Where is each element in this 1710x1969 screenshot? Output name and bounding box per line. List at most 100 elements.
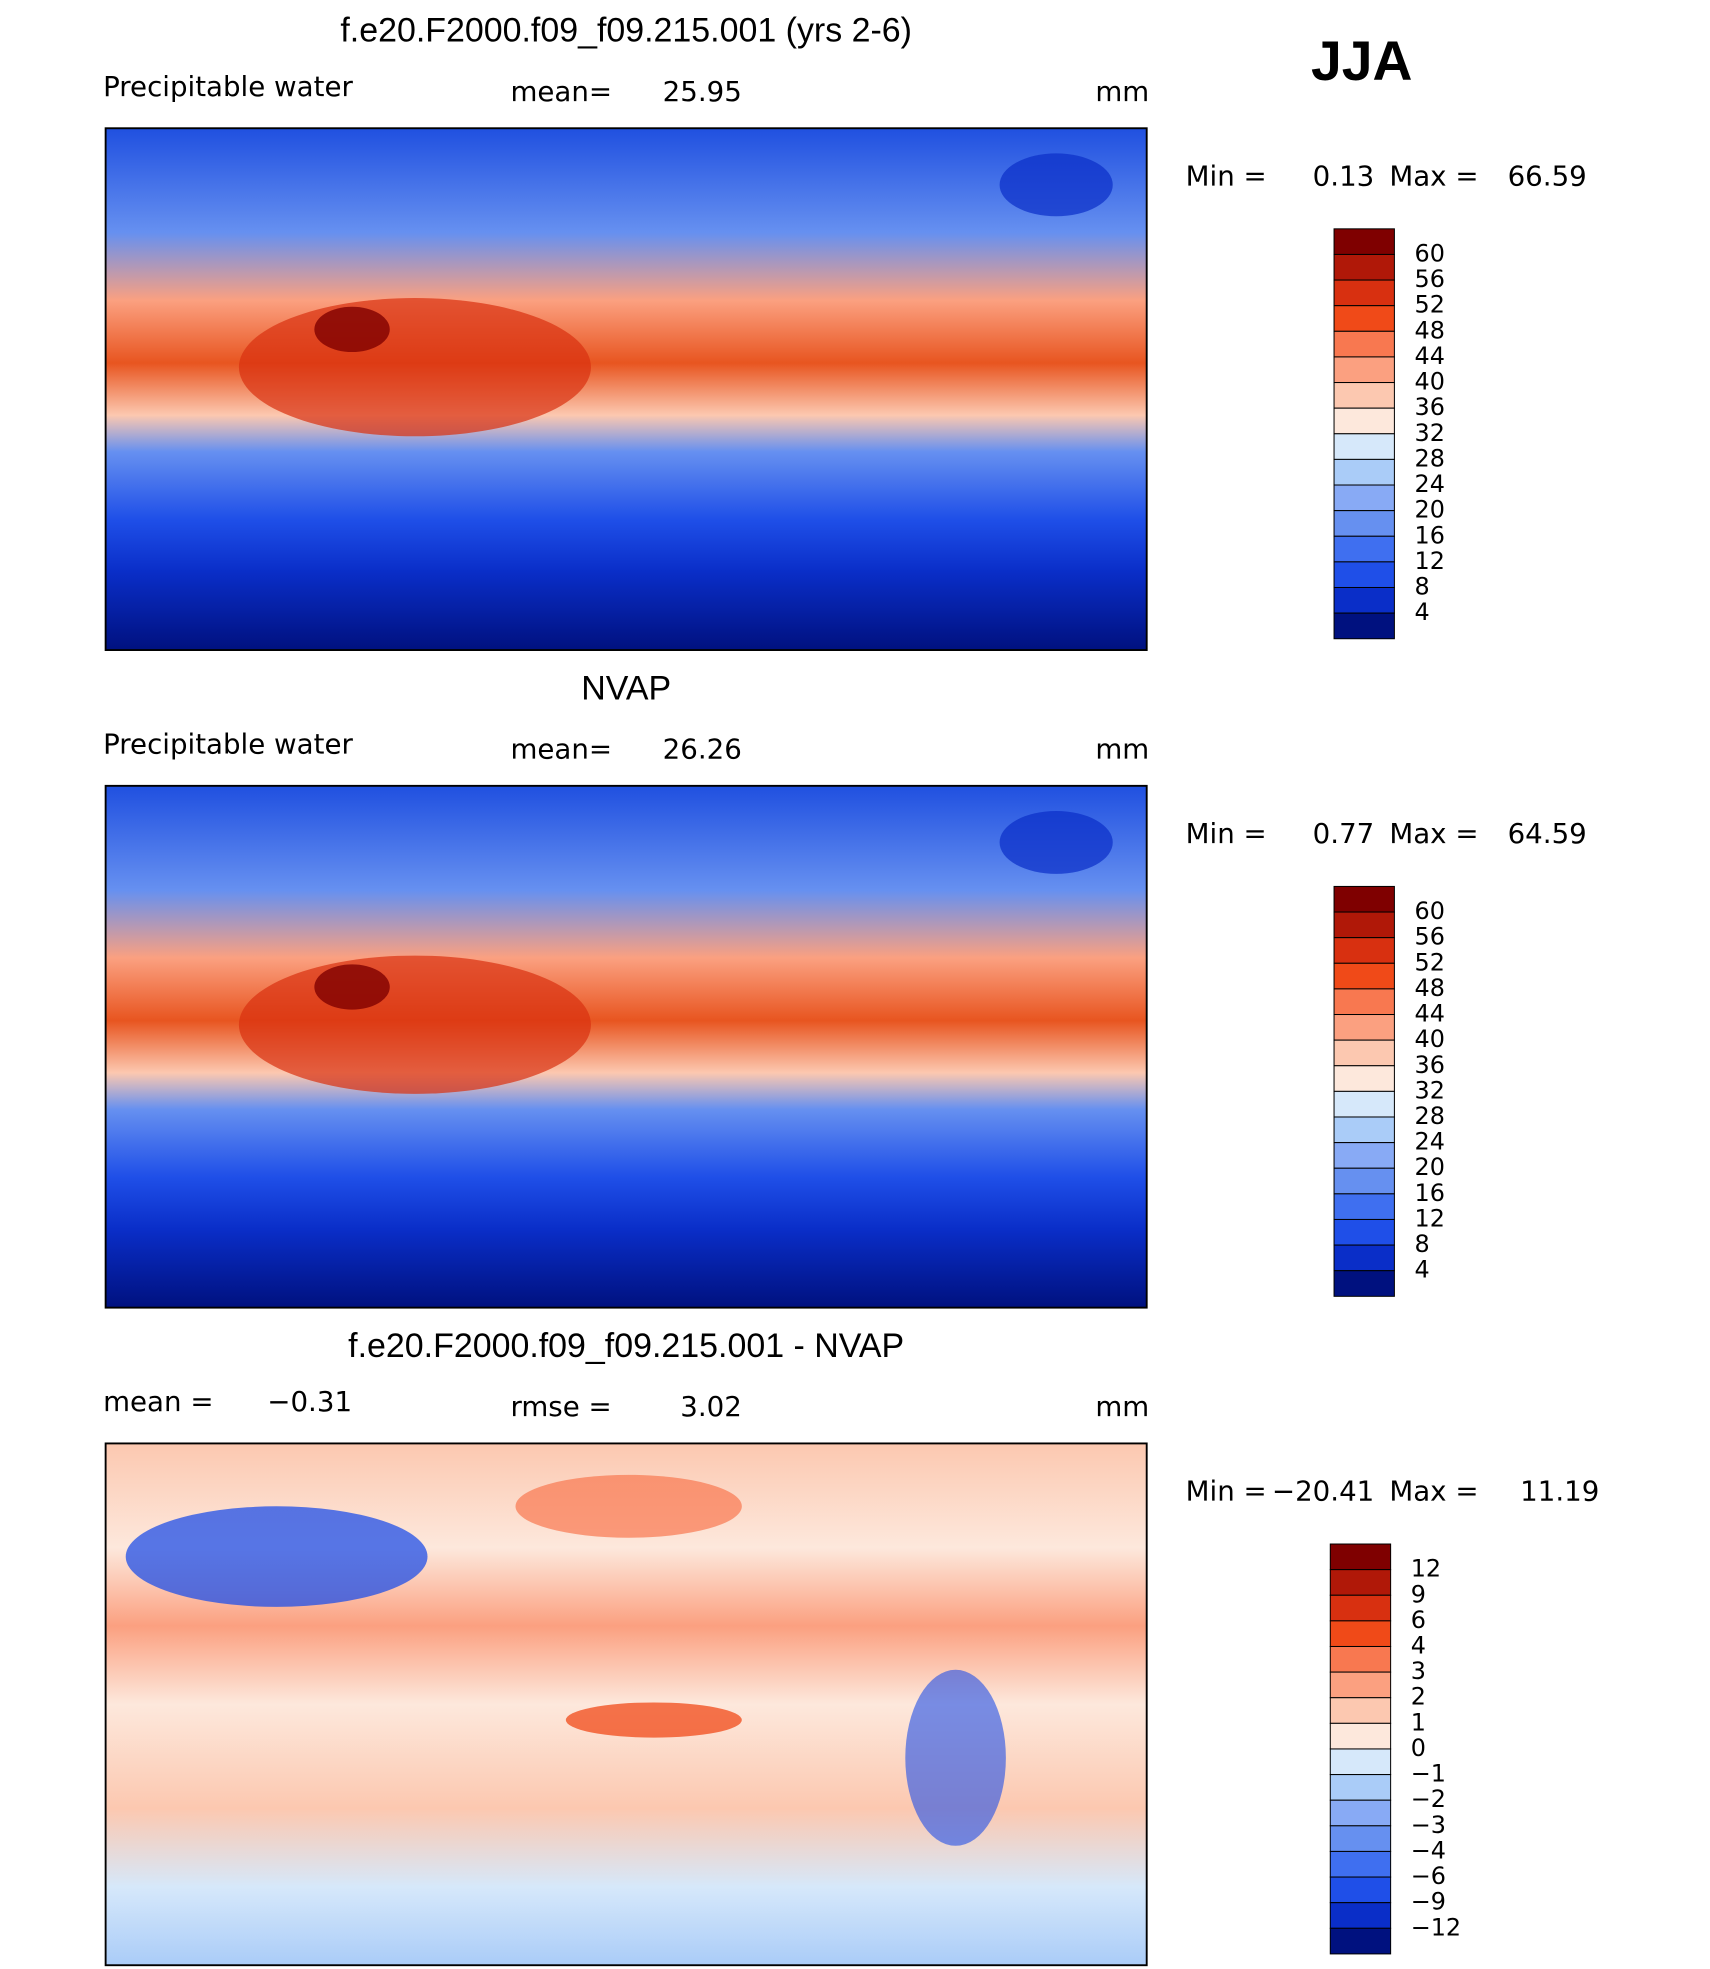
colorbar-box [1333, 612, 1395, 640]
colorbar-label: 16 [1415, 1179, 1445, 1207]
colorbar-box [1329, 1722, 1392, 1750]
colorbar-box [1333, 253, 1395, 281]
colorbar-box [1333, 1167, 1395, 1195]
colorbar-box [1329, 1594, 1392, 1622]
colorbar-label: 9 [1411, 1580, 1426, 1608]
colorbar-box [1333, 1218, 1395, 1246]
min-label: Min = [1186, 817, 1267, 850]
colorbar-box [1333, 1142, 1395, 1169]
colorbar-box [1333, 937, 1395, 964]
units: mm [1095, 733, 1149, 766]
colorbar-box [1329, 1748, 1392, 1776]
colorbar-box [1329, 1799, 1392, 1827]
max-value: 66.59 [1508, 159, 1587, 192]
units: mm [1095, 1390, 1149, 1423]
colorbar-label: 8 [1415, 1230, 1430, 1258]
panel-title: NVAP [581, 669, 671, 707]
colorbar-box [1333, 1244, 1395, 1272]
colorbar-label: −4 [1411, 1836, 1446, 1864]
colorbar-box [1333, 885, 1395, 913]
colorbar-box [1333, 382, 1395, 409]
colorbar-label: −12 [1411, 1913, 1461, 1941]
units: mm [1095, 75, 1149, 108]
colorbar-box [1333, 586, 1395, 614]
colorbar-box [1333, 962, 1395, 990]
colorbar-box [1329, 1850, 1392, 1878]
colorbar-box [1329, 1671, 1392, 1699]
warm-pool [314, 306, 390, 353]
min-label: Min = [1186, 159, 1267, 192]
colorbar-label: 20 [1415, 1153, 1445, 1181]
colorbar-label: 28 [1415, 444, 1445, 472]
colorbar-label: 60 [1415, 239, 1445, 267]
dry-anomaly [905, 1669, 1006, 1846]
panels: f.e20.F2000.f09_f09.215.001 (yrs 2-6) Pre… [103, 12, 1599, 1967]
greenland [999, 810, 1113, 874]
warm-pool [314, 964, 390, 1010]
colorbar-box [1333, 228, 1395, 255]
center-value: 3.02 [680, 1390, 742, 1423]
colorbar-box [1329, 1543, 1392, 1571]
max-value: 64.59 [1508, 817, 1587, 850]
warm-pool [238, 955, 591, 1094]
colorbar-label: 44 [1415, 1000, 1445, 1028]
left-label: Precipitable water [103, 728, 353, 761]
colorbar-box [1329, 1825, 1392, 1852]
center-label: mean= [510, 733, 612, 766]
colorbar-label: −3 [1411, 1811, 1446, 1839]
warm-pool [238, 297, 591, 437]
colorbar-label: 36 [1415, 393, 1445, 421]
colorbar-box [1333, 535, 1395, 563]
colorbar-box [1333, 407, 1395, 435]
colorbar-box [1333, 279, 1395, 307]
colorbar-label: 12 [1411, 1555, 1441, 1583]
colorbar-box [1329, 1697, 1392, 1724]
colorbar-box [1333, 433, 1395, 460]
min-label: Min = [1186, 1474, 1267, 1507]
center-value: 26.26 [663, 733, 742, 766]
colorbar-label: −9 [1411, 1888, 1446, 1916]
colorbar-box [1333, 1193, 1395, 1220]
colorbar-box [1329, 1927, 1392, 1955]
colorbar-label: 56 [1415, 265, 1445, 293]
colorbar-label: 40 [1415, 368, 1445, 396]
colorbar-label: 24 [1415, 1128, 1445, 1156]
colorbar-label: 60 [1415, 897, 1445, 925]
colorbar-box [1333, 1270, 1395, 1297]
colorbar-box [1329, 1645, 1392, 1673]
center-label: mean= [510, 75, 612, 108]
colorbar-label: −1 [1411, 1760, 1446, 1788]
season: JJA [1311, 30, 1412, 92]
left-label: Precipitable water [103, 70, 353, 103]
colorbar-label: 48 [1415, 974, 1445, 1002]
colorbar-label: 4 [1415, 598, 1430, 626]
colorbar-label: 1 [1411, 1708, 1426, 1736]
colorbar-label: 12 [1415, 547, 1445, 575]
max-label: Max = [1389, 159, 1478, 192]
colorbar-label: 2 [1411, 1683, 1426, 1711]
wet-anomaly [515, 1474, 742, 1538]
colorbar-box [1333, 305, 1395, 332]
colorbar-box [1333, 510, 1395, 537]
colorbar-label: 24 [1415, 470, 1445, 498]
left-label: mean = [103, 1385, 213, 1418]
center-value: 25.95 [663, 75, 742, 108]
colorbar-box [1333, 458, 1395, 486]
colorbar-box [1329, 1774, 1392, 1801]
colorbar-box [1329, 1569, 1392, 1596]
min-value: 0.13 [1313, 159, 1375, 192]
colorbar-label: −6 [1411, 1862, 1446, 1890]
colorbar-label: 12 [1415, 1204, 1445, 1232]
colorbar-label: 20 [1415, 496, 1445, 524]
left-value: −0.31 [267, 1385, 352, 1418]
colorbar-label: 4 [1415, 1256, 1430, 1284]
colorbar-label: 56 [1415, 923, 1445, 951]
panel-title: f.e20.F2000.f09_f09.215.001 - NVAP [348, 1327, 904, 1365]
colorbar-label: 6 [1411, 1606, 1426, 1634]
wet-anomaly [565, 1702, 742, 1738]
min-value: 0.77 [1313, 817, 1375, 850]
colorbar-box [1333, 911, 1395, 939]
colorbar-box [1333, 988, 1395, 1016]
colorbar-label: 44 [1415, 342, 1445, 370]
